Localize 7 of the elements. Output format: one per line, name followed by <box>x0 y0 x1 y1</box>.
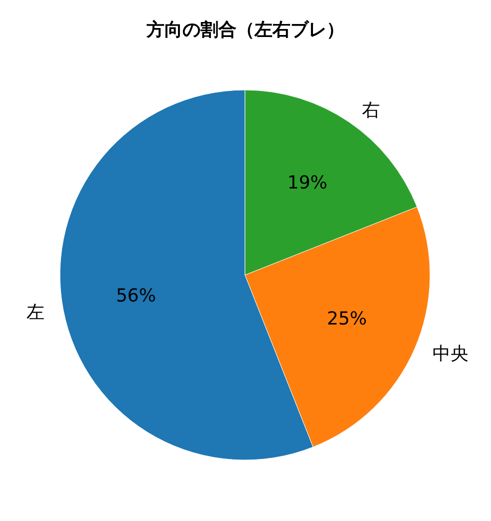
data-label: 19% <box>287 172 328 194</box>
data-label: 25% <box>326 308 367 330</box>
slice-label: 右 <box>362 100 380 121</box>
slice-label: 中央 <box>432 344 469 365</box>
data-label: 56% <box>116 285 156 306</box>
slice-label: 左 <box>26 302 45 323</box>
chart-title: 方向の割合（左右ブレ） <box>146 20 344 40</box>
